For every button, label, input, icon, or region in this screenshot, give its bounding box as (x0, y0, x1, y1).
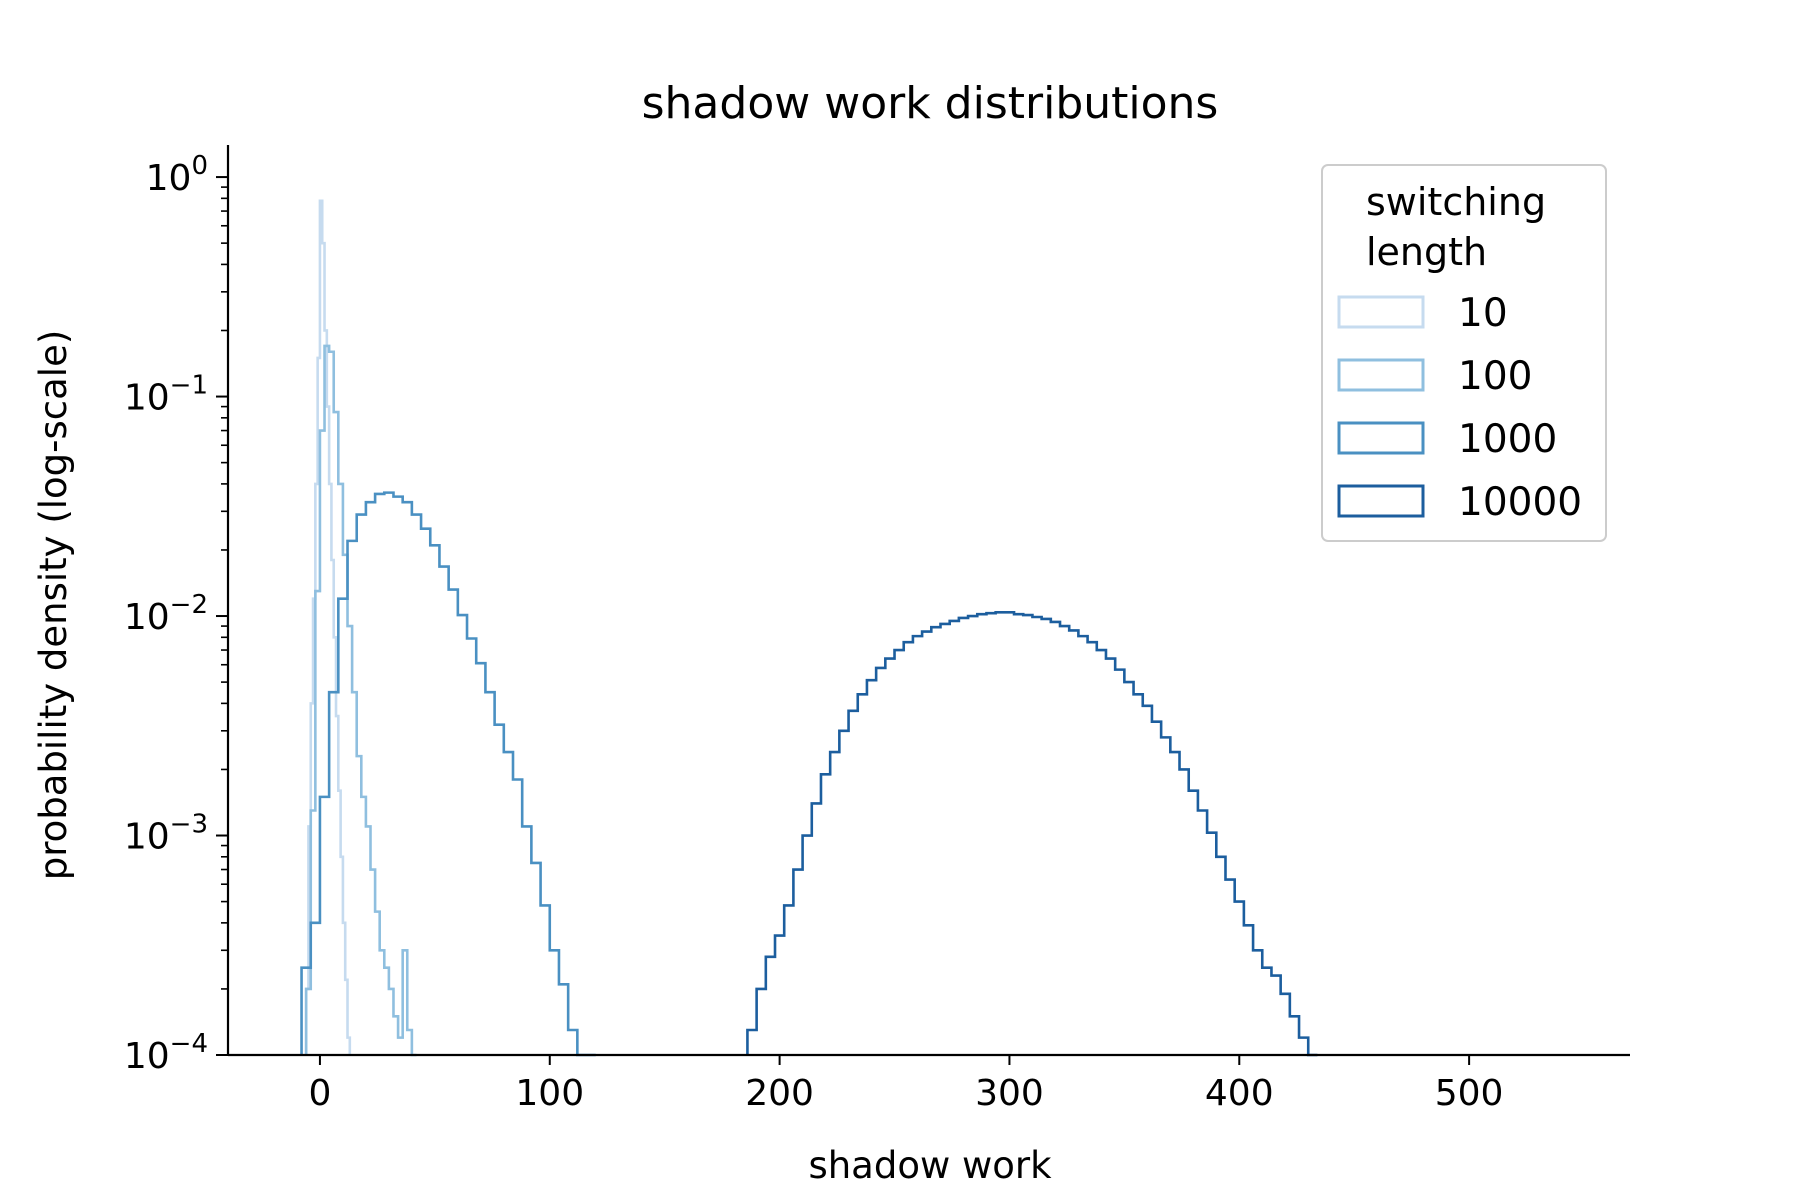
x-axis-title: shadow work (808, 1144, 1052, 1187)
axes: 0 100 200 300 400 500 100 10−1 10−2 10−3 10−4 (124, 145, 1630, 1114)
series-10000-histogram (746, 611, 1318, 1057)
chart-title: shadow work distributions (642, 78, 1219, 129)
series-1000-histogram (300, 491, 596, 1057)
legend-swatch-1000 (1337, 421, 1425, 455)
legend-label-1000: 1000 (1458, 417, 1557, 462)
legend-box (1321, 164, 1607, 542)
x-tick-label: 400 (1205, 1073, 1274, 1114)
plot-area (300, 199, 1318, 1057)
series-10-histogram (304, 199, 352, 1055)
legend-label-10000: 10000 (1458, 480, 1582, 525)
legend-swatch-10000 (1337, 484, 1425, 518)
x-tick-label: 0 (308, 1073, 331, 1114)
x-tick-label: 100 (515, 1073, 584, 1114)
x-tick-label: 500 (1435, 1073, 1504, 1114)
legend-swatch-10 (1337, 295, 1425, 329)
legend-label-100: 100 (1458, 354, 1532, 399)
legend-label-10: 10 (1458, 291, 1508, 336)
y-tick-label: 10−3 (124, 810, 208, 858)
x-tick-label: 300 (975, 1073, 1044, 1114)
y-tick-label: 100 (146, 151, 208, 199)
series-100-histogram (304, 344, 417, 1057)
x-tick-label: 200 (745, 1073, 814, 1114)
y-tick-label: 10−4 (124, 1029, 208, 1077)
y-tick-label: 10−1 (124, 371, 208, 419)
legend-title: length (1366, 230, 1487, 274)
y-axis-title: probability density (log-scale) (32, 330, 75, 881)
legend-title: switching (1366, 180, 1546, 224)
y-tick-label: 10−2 (124, 590, 208, 638)
legend: switching length 10 100 1000 10000 (1321, 164, 1607, 542)
legend-swatch-100 (1337, 358, 1425, 392)
